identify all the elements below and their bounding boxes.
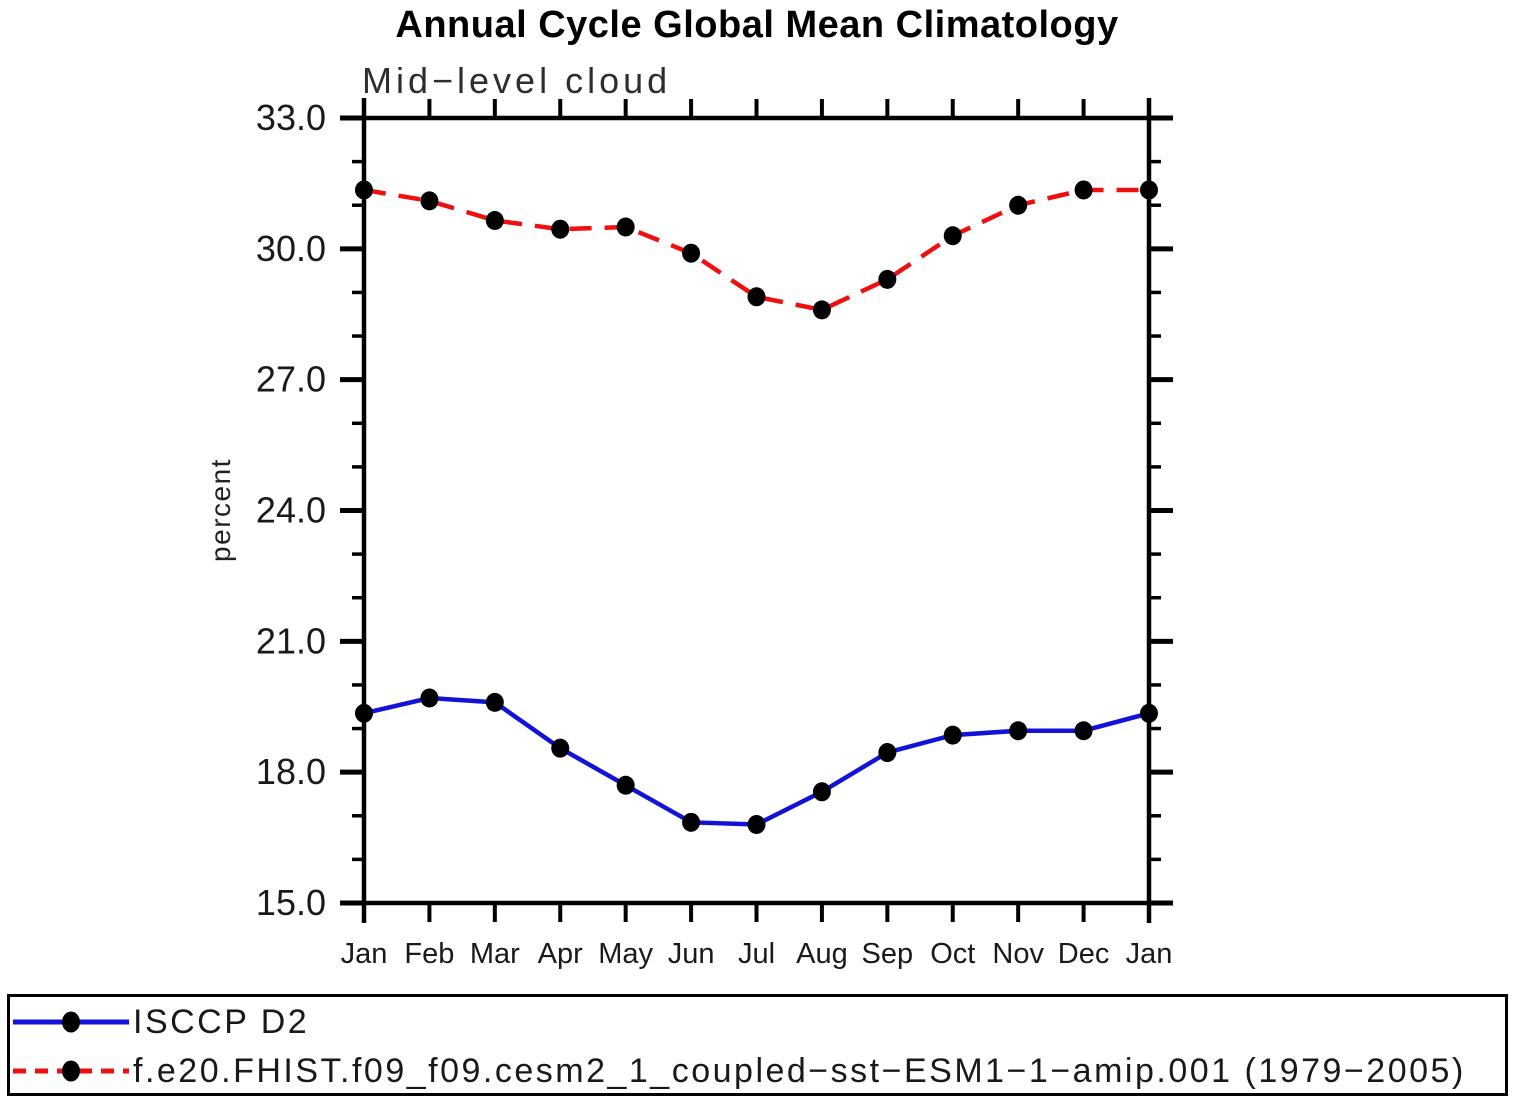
data-point-marker: [551, 738, 570, 758]
plot-area: Jan Feb Mar Apr May Jun Jul Aug Sep Oct Nov Dec Jan 1…: [256, 97, 1173, 970]
data-point-marker: [485, 210, 504, 230]
legend-item-model: f.e20.FHIST.f09_f09.cesm2_1_coupled−sst−…: [10, 1046, 1505, 1095]
x-tick-label: Apr: [538, 938, 583, 970]
data-point-marker: [551, 219, 570, 239]
y-tick-label: 30.0: [256, 228, 326, 269]
legend-solid-line-icon: [13, 1011, 129, 1033]
x-tick-label: Jun: [668, 938, 715, 970]
data-point-marker: [878, 269, 897, 289]
data-point-marker: [682, 812, 701, 832]
y-tick-label: 33.0: [256, 97, 326, 138]
chart-title: Annual Cycle Global Mean Climatology: [395, 4, 1119, 46]
data-point-marker: [943, 725, 962, 745]
data-point-marker: [355, 180, 373, 200]
data-point-marker: [1009, 721, 1028, 741]
data-point-marker: [943, 226, 962, 246]
chart-subtitle: Mid−level cloud: [362, 60, 672, 101]
legend-label-isccp: ISCCP D2: [133, 1002, 310, 1041]
x-tick-label: Feb: [404, 938, 454, 970]
legend-dashed-line-icon: [13, 1060, 129, 1082]
data-point-marker: [1140, 703, 1158, 723]
data-point-marker: [812, 782, 831, 802]
data-point-marker: [616, 217, 635, 237]
x-tick-label: Nov: [992, 938, 1044, 970]
data-point-marker: [355, 703, 373, 723]
x-tick-label: May: [598, 938, 653, 970]
y-tick-label: 18.0: [256, 751, 326, 792]
x-tick-label: Oct: [930, 938, 975, 970]
data-point-marker: [878, 743, 897, 763]
x-tick-label: Dec: [1058, 938, 1110, 970]
data-point-marker: [1140, 180, 1158, 200]
legend-item-isccp: ISCCP D2: [10, 997, 1505, 1046]
series-line-0: [363, 695, 1150, 827]
x-tick-label: Jan: [341, 938, 388, 970]
x-tick-label: Jan: [1126, 938, 1173, 970]
data-point-marker: [812, 300, 831, 320]
legend-box: ISCCP D2 f.e20.FHIST.f09_f09.cesm2_1_cou…: [7, 994, 1508, 1096]
x-tick-label: Aug: [796, 938, 848, 970]
data-point-marker: [616, 775, 635, 795]
data-point-marker: [1009, 195, 1028, 215]
x-tick-label: Mar: [470, 938, 520, 970]
x-tick-label: Jul: [738, 938, 775, 970]
y-tick-label: 21.0: [256, 620, 326, 661]
data-point-marker: [747, 287, 766, 307]
data-point-marker: [1074, 721, 1093, 741]
y-tick-label: 24.0: [256, 490, 326, 531]
data-point-marker: [420, 688, 439, 708]
y-tick-label: 15.0: [256, 882, 326, 923]
x-tick-label: Sep: [862, 938, 914, 970]
legend-label-model: f.e20.FHIST.f09_f09.cesm2_1_coupled−sst−…: [133, 1051, 1466, 1090]
y-tick-label: 27.0: [256, 359, 326, 400]
data-point-marker: [485, 692, 504, 712]
data-point-marker: [420, 191, 439, 211]
data-point-marker: [682, 243, 701, 263]
data-point-marker: [747, 815, 766, 834]
data-point-marker: [1074, 180, 1093, 200]
